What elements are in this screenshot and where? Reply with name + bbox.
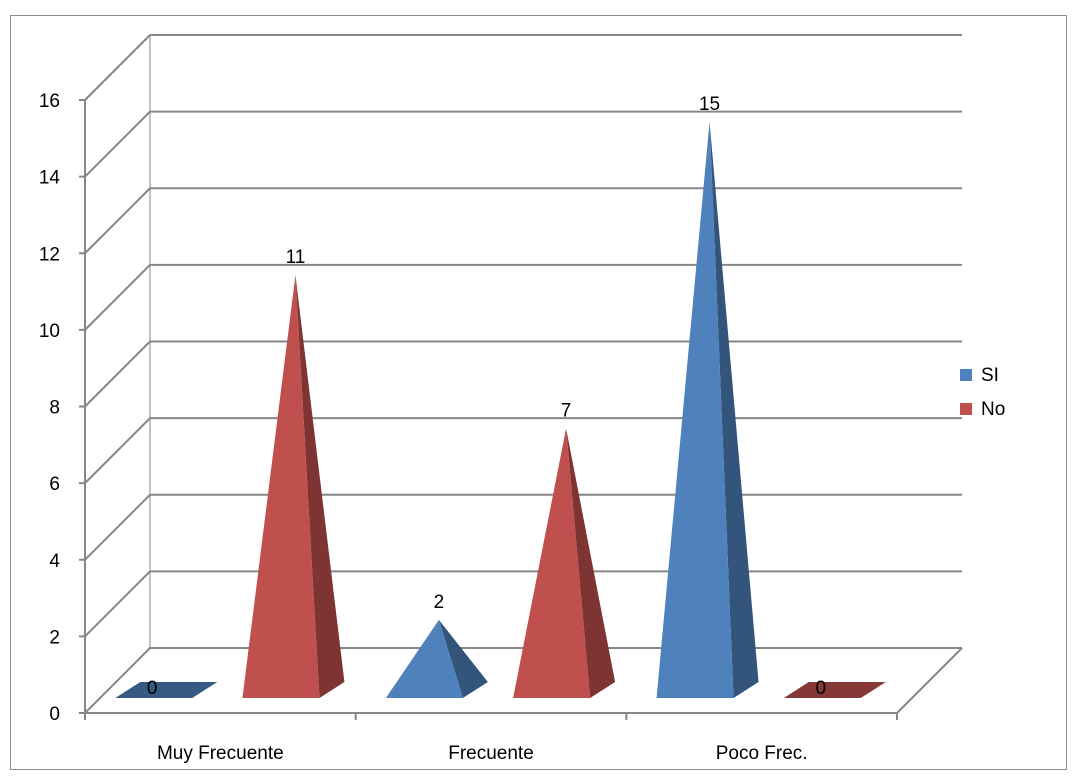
pyramid-front-face (513, 428, 591, 698)
legend-label: No (981, 399, 1005, 420)
legend-swatch (960, 403, 972, 415)
x-tick-label: Poco Frec. (716, 743, 808, 764)
pyramid-side-face (709, 121, 759, 698)
data-label: 11 (286, 247, 306, 268)
gridlines (84, 34, 963, 714)
y-tick-label: 12 (39, 244, 60, 265)
data-label: 0 (815, 678, 826, 699)
axes: 0 2 4 6 8 10 12 14 16 Muy Frecuente Frecuente Poco … (39, 91, 898, 764)
pyramid-side-face (438, 619, 488, 698)
pyramid-side-face (566, 428, 616, 698)
legend-label: SI (981, 365, 999, 386)
data-label: 0 (147, 678, 158, 699)
legend: SI No (960, 365, 1005, 420)
y-tick-label: 4 (49, 551, 60, 572)
pyramid-bar-no (783, 682, 886, 698)
data-label: 7 (561, 400, 572, 421)
pyramid-bars (115, 121, 886, 698)
y-tick-label: 0 (49, 704, 60, 725)
pyramid-bar-flat (783, 682, 886, 698)
gridline-side (84, 647, 151, 714)
pyramid-bar-no (242, 275, 345, 698)
pyramid-bar-no (513, 428, 616, 698)
pyramid-bar-flat (115, 682, 218, 698)
pyramid-bar-si (115, 682, 218, 698)
y-tick-label: 8 (49, 398, 60, 419)
floor-right-edge (896, 647, 963, 714)
gridline-side (84, 110, 151, 178)
gridline-side (84, 494, 151, 561)
y-tick-label: 2 (49, 627, 60, 648)
pyramid-front-face (385, 619, 463, 698)
gridline-side (84, 570, 151, 638)
gridline-side (84, 417, 151, 484)
x-tick-label: Frecuente (448, 743, 534, 764)
legend-swatch (960, 369, 972, 381)
gridline-side (84, 187, 151, 254)
y-tick-label: 6 (49, 474, 60, 495)
x-tick-label: Muy Frecuente (157, 743, 284, 764)
pyramid-bar-si (656, 121, 759, 698)
pyramid-front-face (656, 121, 734, 698)
data-label: 2 (434, 592, 445, 613)
y-tick-label: 10 (39, 321, 60, 342)
gridline-side (84, 264, 151, 331)
data-labels: 0 11 2 7 15 0 (147, 94, 826, 699)
y-tick-label: 16 (39, 91, 60, 112)
pyramid-side-face (295, 275, 345, 698)
gridline-side (84, 340, 151, 408)
gridline-side (84, 34, 151, 101)
pyramid-front-face (242, 275, 320, 698)
pyramid-bar-si (385, 619, 488, 698)
data-label: 15 (699, 94, 720, 115)
y-tick-label: 14 (39, 168, 61, 189)
